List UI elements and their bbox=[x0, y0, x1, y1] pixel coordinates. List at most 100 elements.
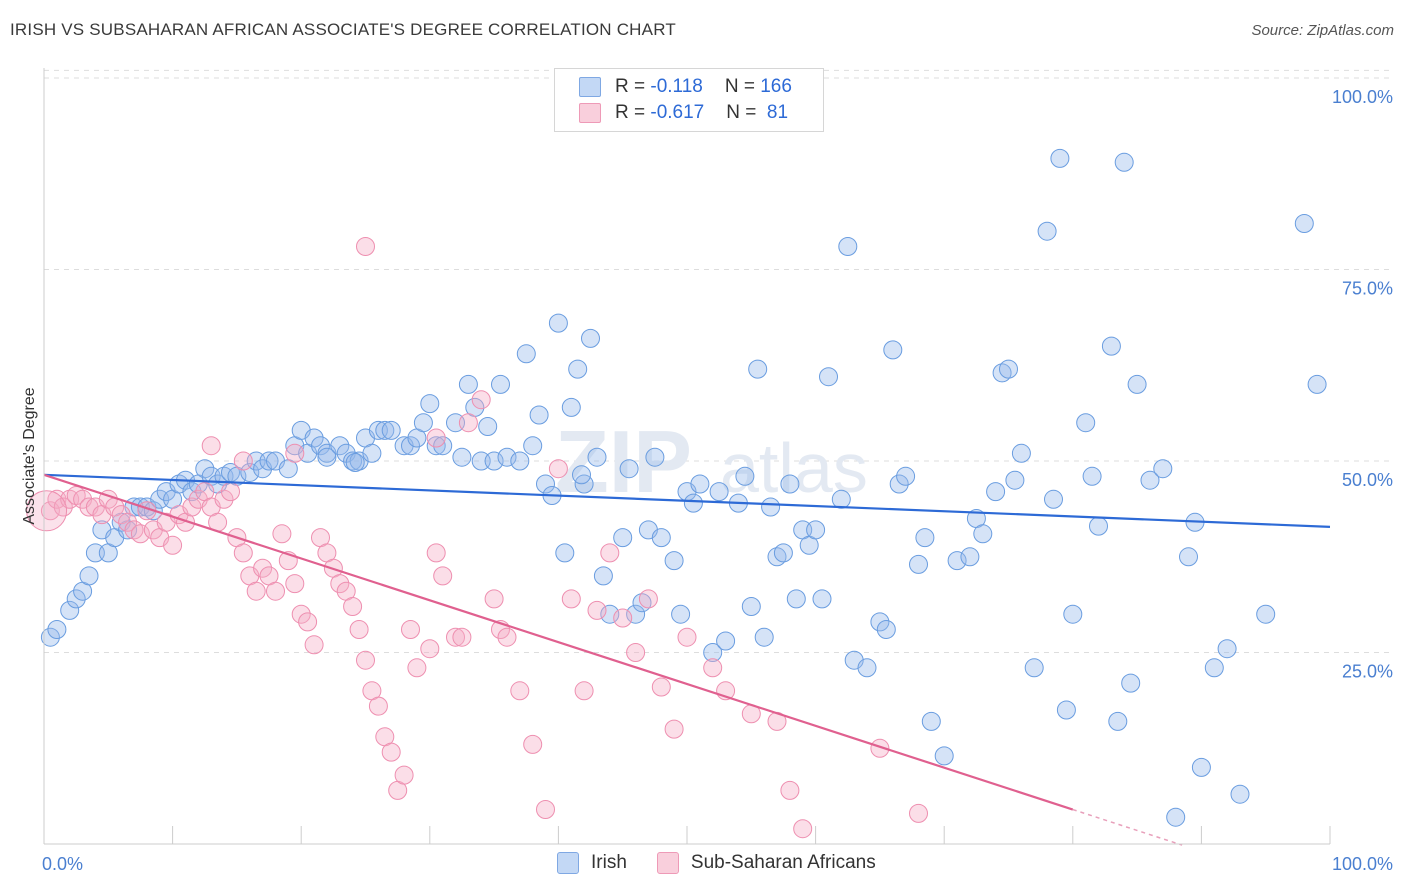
legend-n-label: N = bbox=[724, 76, 761, 97]
legend-n-value: 166 bbox=[760, 76, 792, 97]
irish-point bbox=[401, 436, 420, 456]
irish-point bbox=[40, 627, 60, 647]
irish-point bbox=[516, 344, 536, 364]
irish-point bbox=[632, 593, 652, 613]
irish-point bbox=[1050, 148, 1070, 168]
irish-point bbox=[536, 474, 555, 494]
irish-point bbox=[66, 589, 86, 609]
irish-point bbox=[651, 528, 671, 548]
irish-point bbox=[1179, 547, 1198, 567]
y-tick-label: 25.0% bbox=[1342, 662, 1393, 682]
subsaharan-point bbox=[587, 600, 607, 620]
subsaharan-point bbox=[407, 658, 427, 678]
subsaharan-point bbox=[40, 501, 60, 521]
legend-n-label: N = bbox=[726, 102, 762, 123]
y-tick-label: 100.0% bbox=[1332, 87, 1393, 107]
irish-point bbox=[458, 374, 478, 394]
irish-point bbox=[446, 413, 465, 433]
series-swatch-subsaharan bbox=[656, 852, 679, 874]
irish-point bbox=[1056, 700, 1076, 720]
subsaharan-point bbox=[433, 566, 453, 586]
legend-swatch-subsaharan bbox=[579, 103, 601, 123]
irish-point bbox=[889, 474, 909, 494]
irish-point bbox=[1204, 658, 1224, 678]
irish-point bbox=[85, 543, 105, 563]
irish-point bbox=[362, 443, 382, 463]
subsaharan-point bbox=[298, 612, 318, 632]
subsaharan-point bbox=[420, 639, 440, 659]
irish-point bbox=[1108, 711, 1128, 731]
irish-point bbox=[317, 447, 337, 467]
irish-point bbox=[1140, 470, 1160, 490]
subsaharan-point bbox=[349, 620, 369, 639]
irish-point bbox=[909, 554, 928, 574]
subsaharan-point bbox=[484, 589, 504, 609]
watermark-atlas: atlas bbox=[720, 429, 868, 507]
irish-point bbox=[548, 313, 568, 333]
subsaharan-point bbox=[291, 604, 311, 624]
subsaharan-point bbox=[111, 505, 131, 525]
legend-swatch-irish bbox=[579, 77, 601, 97]
irish-point bbox=[330, 436, 350, 456]
irish-point bbox=[523, 436, 543, 456]
subsaharan-point bbox=[343, 597, 363, 616]
chart-title: IRISH VS SUBSAHARAN AFRICAN ASSOCIATE'S … bbox=[10, 20, 676, 39]
irish-point bbox=[786, 589, 806, 609]
irish-point bbox=[491, 374, 510, 394]
irish-point bbox=[690, 474, 710, 494]
irish-point bbox=[1127, 374, 1147, 394]
subsaharan-point bbox=[510, 681, 530, 701]
subsaharan-point bbox=[497, 627, 517, 647]
irish-point bbox=[471, 451, 491, 471]
irish-point bbox=[806, 520, 826, 540]
subsaharan-point bbox=[548, 459, 568, 479]
irish-point bbox=[883, 340, 903, 360]
irish-point bbox=[497, 447, 517, 467]
irish-point bbox=[812, 589, 832, 609]
series-label-irish: Irish bbox=[591, 852, 627, 873]
series-legend-irish[interactable]: Irish bbox=[557, 852, 627, 874]
series-legend-subsaharan[interactable]: Sub-Saharan Africans bbox=[656, 852, 876, 874]
irish-point bbox=[934, 746, 954, 766]
irish-point bbox=[838, 237, 858, 256]
irish-point bbox=[1063, 604, 1083, 624]
irish-trend-line bbox=[43, 473, 1331, 528]
subsaharan-point bbox=[381, 742, 401, 762]
series-label-subsaharan: Sub-Saharan Africans bbox=[690, 852, 876, 873]
irish-point bbox=[754, 627, 774, 647]
legend-r-value: -0.118 bbox=[650, 76, 703, 97]
irish-point bbox=[671, 604, 691, 624]
irish-point bbox=[529, 405, 549, 425]
irish-point bbox=[1037, 221, 1057, 241]
irish-point bbox=[960, 547, 980, 567]
subsaharan-point bbox=[233, 543, 253, 563]
subsaharan-point bbox=[870, 738, 890, 758]
irish-point bbox=[345, 453, 365, 472]
irish-point bbox=[947, 551, 967, 571]
irish-point bbox=[375, 420, 395, 440]
subsaharan-point bbox=[356, 650, 375, 670]
subsaharan-point bbox=[26, 490, 68, 532]
irish-point bbox=[195, 459, 215, 479]
y-tick-label: 50.0% bbox=[1342, 470, 1393, 490]
irish-point bbox=[572, 465, 591, 485]
irish-point bbox=[484, 451, 504, 471]
irish-point bbox=[478, 417, 498, 436]
irish-point bbox=[645, 447, 665, 467]
y-tick-label: 75.0% bbox=[1342, 279, 1393, 299]
legend-row-subsaharan: R = -0.617 N = 81 bbox=[579, 100, 788, 126]
points-layer bbox=[26, 148, 1327, 839]
irish-point bbox=[47, 620, 67, 639]
subsaharan-point bbox=[664, 719, 684, 739]
subsaharan-point bbox=[130, 524, 150, 544]
x-tick-label: 0.0% bbox=[42, 854, 83, 874]
legend-row-irish: R = -0.118 N = 166 bbox=[579, 74, 792, 100]
irish-point bbox=[664, 551, 684, 571]
legend-r-label: R = bbox=[615, 76, 651, 97]
irish-point bbox=[413, 413, 433, 433]
subsaharan-point bbox=[909, 803, 928, 823]
irish-point bbox=[780, 474, 800, 494]
irish-point bbox=[915, 528, 935, 548]
subsaharan-point bbox=[426, 428, 446, 448]
subsaharan-point bbox=[677, 627, 697, 647]
